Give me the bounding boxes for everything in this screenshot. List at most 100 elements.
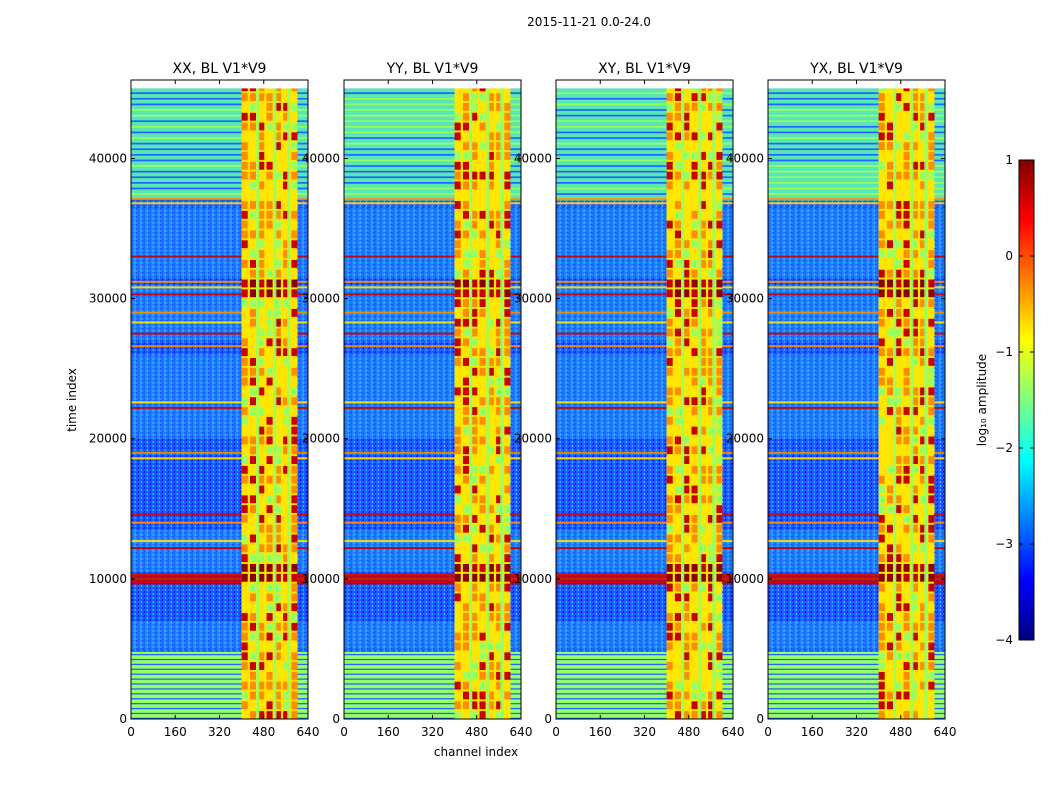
rfi-cell — [454, 367, 461, 376]
rfi-cell — [911, 407, 918, 415]
rfi-cell — [291, 407, 298, 415]
rfi-cell — [920, 93, 927, 102]
rfi-cell — [895, 338, 902, 347]
rfi-cell — [454, 583, 461, 592]
rfi-cell — [249, 426, 257, 435]
rfi-cell — [249, 358, 257, 366]
rfi-cell — [504, 613, 511, 621]
rfi-cell — [274, 711, 281, 719]
rfi-cell — [266, 583, 273, 592]
rfi-cell — [895, 564, 902, 572]
rfi-cell — [895, 554, 902, 563]
rfi-cell — [241, 711, 248, 719]
rfi-cell — [691, 456, 698, 464]
rfi-cell — [708, 318, 715, 327]
rfi-cell — [886, 701, 894, 710]
rfi-cell — [496, 240, 503, 249]
rfi-cell — [666, 240, 673, 249]
rfi-cell — [274, 122, 281, 131]
rfi-cell — [291, 593, 298, 602]
rfi-cell — [674, 210, 682, 219]
rfi-line — [768, 513, 945, 516]
rfi-cell — [928, 308, 935, 317]
rfi-cell — [920, 220, 927, 229]
rfi-cell — [258, 573, 265, 582]
rfi-cell — [283, 514, 290, 523]
rfi-cell — [291, 622, 298, 631]
stripe — [556, 148, 733, 151]
rfi-cell — [699, 573, 706, 582]
rfi-cell — [716, 93, 723, 102]
rfi-cell — [903, 642, 910, 651]
rfi-cell — [283, 495, 290, 504]
rfi-cell — [886, 348, 894, 357]
rfi-cell — [454, 505, 461, 514]
rfi-cell — [454, 603, 461, 612]
rfi-cell — [258, 475, 265, 484]
rfi-cell — [895, 93, 902, 102]
rfi-cell — [666, 201, 673, 209]
rfi-cell — [487, 201, 494, 209]
rfi-cell — [266, 387, 273, 396]
rfi-cell — [462, 681, 470, 690]
rfi-cell — [886, 603, 894, 612]
rfi-cell — [454, 142, 461, 151]
rfi-cell — [716, 456, 723, 464]
rfi-cell — [716, 201, 723, 209]
rfi-cell — [666, 514, 673, 523]
rfi-cell — [666, 259, 673, 268]
rfi-cell — [708, 289, 715, 298]
rfi-cell — [928, 583, 935, 592]
rfi-cell — [683, 613, 690, 621]
rfi-cell — [283, 593, 290, 602]
rfi-cell — [291, 93, 298, 102]
rfi-cell — [878, 701, 885, 710]
rfi-cell — [903, 250, 910, 258]
rfi-cell — [241, 191, 248, 200]
rfi-cell — [699, 505, 706, 514]
rfi-cell — [691, 495, 698, 504]
rfi-cell — [283, 407, 290, 415]
stripe — [556, 97, 733, 100]
rfi-cell — [708, 220, 715, 229]
rfi-cell — [249, 152, 257, 160]
unfilled-top — [556, 80, 733, 89]
rfi-cell — [920, 240, 927, 249]
rfi-cell — [920, 465, 927, 474]
rfi-line — [131, 401, 308, 404]
rfi-cell — [462, 465, 470, 474]
rfi-cell — [683, 485, 690, 494]
rfi-cell — [249, 554, 257, 563]
rfi-cell — [504, 681, 511, 690]
rfi-line — [556, 311, 733, 314]
rfi-cell — [462, 269, 470, 278]
rfi-cell — [471, 554, 478, 563]
rfi-cell — [911, 436, 918, 445]
rfi-cell — [920, 711, 927, 719]
rfi-cell — [462, 652, 470, 661]
rfi-cell — [471, 338, 478, 347]
rfi-cell — [504, 711, 511, 719]
rfi-cell — [886, 426, 894, 435]
rfi-cell — [496, 279, 503, 288]
rfi-cell — [274, 613, 281, 621]
rfi-cell — [716, 583, 723, 592]
rfi-cell — [683, 289, 690, 298]
rfi-cell — [708, 554, 715, 563]
figure-suptitle: 2015-11-21 0.0-24.0 — [527, 15, 651, 29]
rfi-cell — [241, 318, 248, 327]
rfi-cell — [674, 642, 682, 651]
colorbar-tick-label: −1 — [995, 345, 1013, 359]
rfi-line — [768, 451, 945, 454]
rfi-cell — [258, 259, 265, 268]
rfi-cell — [274, 220, 281, 229]
stripe — [131, 673, 308, 675]
rfi-cell — [920, 524, 927, 533]
rfi-cell — [708, 308, 715, 317]
y-tick-label: 0 — [756, 712, 764, 726]
rfi-line — [556, 345, 733, 348]
rfi-cell — [683, 416, 690, 425]
rfi-cell — [274, 671, 281, 680]
rfi-cell — [683, 93, 690, 102]
rfi-cell — [274, 132, 281, 141]
